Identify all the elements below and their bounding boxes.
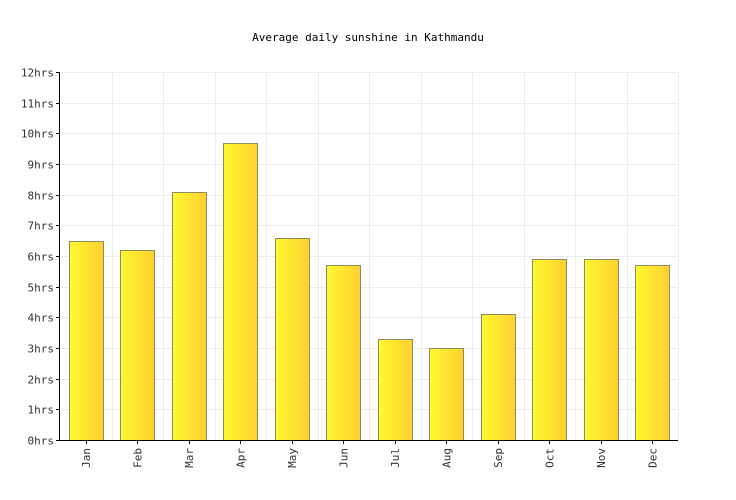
y-tick-label: 0hrs: [28, 435, 55, 448]
y-tick-label: 2hrs: [28, 374, 55, 387]
bar-jun: [326, 265, 361, 441]
bar-sep: [481, 314, 516, 441]
grid-lines: [60, 72, 679, 440]
x-tick-label: Sep: [492, 448, 505, 468]
y-tick-label: 12hrs: [21, 67, 54, 80]
chart-title: Average daily sunshine in Kathmandu: [252, 31, 484, 44]
y-tick-label: 11hrs: [21, 98, 54, 111]
x-tick-label: Jul: [389, 448, 402, 468]
bar-mar: [172, 192, 207, 441]
y-tick-label: 4hrs: [28, 312, 55, 325]
y-axis-ticks: 0hrs 1hrs 2hrs 3hrs 4hrs 5hrs 6hrs 7hrs 8hrs 9hrs…: [21, 67, 60, 448]
bar-aug: [429, 348, 464, 441]
x-tick-label: Nov: [595, 448, 608, 468]
bar-jan: [69, 241, 104, 441]
bar-jul: [378, 339, 413, 441]
x-tick-label: Jan: [80, 448, 93, 468]
bar-feb: [120, 250, 155, 441]
bar-oct: [532, 259, 567, 441]
bar-nov: [584, 259, 619, 441]
bar-may: [275, 238, 310, 441]
y-tick-label: 5hrs: [28, 282, 55, 295]
x-tick-label: Jun: [337, 448, 350, 468]
y-tick-label: 7hrs: [28, 220, 55, 233]
x-tick-label: Dec: [646, 448, 659, 468]
x-tick-label: May: [286, 448, 299, 468]
y-tick-label: 1hrs: [28, 404, 55, 417]
bar-dec: [635, 265, 670, 441]
x-tick-label: Aug: [440, 448, 453, 468]
x-tick-label: Apr: [234, 448, 247, 468]
x-axis-ticks: Jan Feb Mar Apr May Jun Jul Aug Sep Oct Nov Dec: [80, 440, 659, 468]
y-tick-label: 3hrs: [28, 343, 55, 356]
y-tick-label: 9hrs: [28, 159, 55, 172]
y-tick-label: 6hrs: [28, 251, 55, 264]
x-tick-label: Feb: [131, 448, 144, 468]
bar-apr: [223, 143, 258, 441]
x-tick-label: Oct: [543, 448, 556, 468]
y-tick-label: 10hrs: [21, 128, 54, 141]
y-tick-label: 8hrs: [28, 190, 55, 203]
x-tick-label: Mar: [183, 448, 196, 468]
bars: [69, 143, 670, 441]
